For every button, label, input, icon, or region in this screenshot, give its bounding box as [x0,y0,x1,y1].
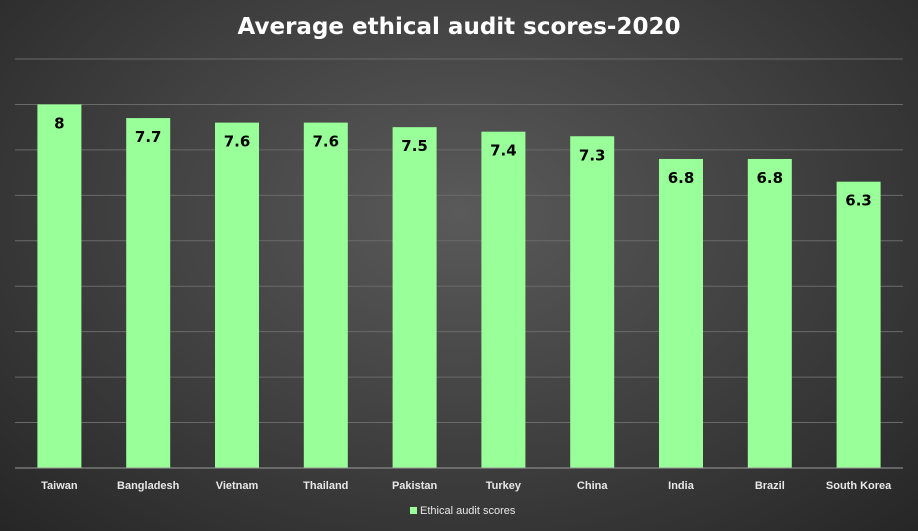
legend-swatch [410,507,417,514]
data-label: 7.5 [401,137,428,155]
data-label: 8 [54,114,64,132]
x-tick-label: Thailand [303,480,348,492]
x-tick-label: Vietnam [216,480,259,492]
legend[interactable]: Ethical audit scores [410,505,516,517]
bar[interactable] [215,122,259,468]
bar[interactable] [126,118,171,469]
data-label: 7.7 [135,128,162,146]
bar[interactable] [392,127,437,469]
data-labels: 8 7.7 7.6 7.6 7.5 7.4 7.3 6.8 6.8 6.3 [54,114,872,209]
bar[interactable] [570,136,615,468]
x-tick-label: Bangladesh [117,480,180,492]
x-tick-label: Brazil [755,480,785,492]
bar-series [37,104,881,469]
bar[interactable] [659,158,703,468]
data-label: 6.8 [668,169,695,187]
x-tick-label: South Korea [826,480,892,492]
x-tick-label: India [668,480,695,492]
data-label: 7.4 [490,142,517,160]
chart-title: Average ethical audit scores-2020 [238,14,681,40]
data-label: 6.3 [845,192,872,210]
data-label: 6.8 [757,169,784,187]
bar[interactable] [747,158,792,468]
bar[interactable] [303,122,348,468]
bar[interactable] [481,131,526,468]
x-tick-label: China [577,480,608,492]
data-label: 7.6 [224,133,251,151]
data-label: 7.3 [579,146,606,164]
x-tick-label: Pakistan [392,480,438,492]
data-label: 7.6 [313,133,340,151]
bar[interactable] [836,181,881,468]
x-tick-label: Taiwan [41,480,78,492]
x-axis-tick-labels: Taiwan Bangladesh Vietnam Thailand Pakistan T… [41,480,892,492]
bar[interactable] [37,104,82,468]
x-tick-label: Turkey [486,480,522,492]
legend-label: Ethical audit scores [420,505,516,517]
